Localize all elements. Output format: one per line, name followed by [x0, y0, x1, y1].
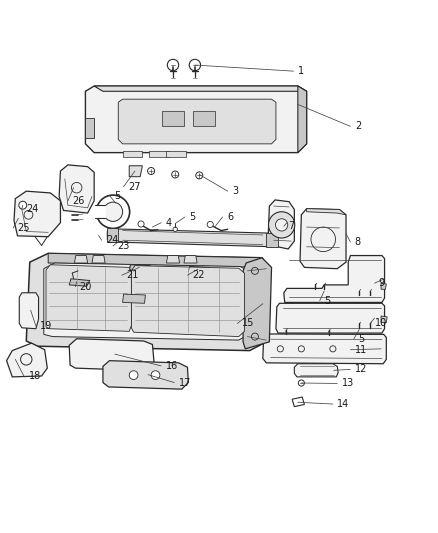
- Text: 18: 18: [28, 372, 41, 382]
- Circle shape: [196, 172, 203, 179]
- Text: 8: 8: [355, 237, 361, 247]
- Polygon shape: [129, 166, 142, 177]
- Polygon shape: [103, 361, 188, 389]
- Text: 24: 24: [106, 235, 118, 245]
- Text: 21: 21: [126, 270, 138, 280]
- Text: 1: 1: [298, 66, 304, 76]
- Circle shape: [103, 202, 123, 221]
- Text: 17: 17: [179, 377, 191, 387]
- Polygon shape: [92, 255, 105, 263]
- Text: 24: 24: [26, 204, 39, 214]
- Polygon shape: [85, 86, 307, 152]
- Polygon shape: [48, 253, 269, 268]
- Polygon shape: [268, 200, 294, 249]
- Polygon shape: [307, 209, 346, 215]
- Circle shape: [298, 380, 304, 386]
- Polygon shape: [381, 316, 387, 322]
- Polygon shape: [19, 293, 39, 329]
- Text: 25: 25: [18, 223, 30, 233]
- Text: 15: 15: [242, 318, 254, 328]
- Circle shape: [207, 221, 213, 228]
- Polygon shape: [131, 265, 244, 336]
- Polygon shape: [14, 191, 60, 237]
- Polygon shape: [300, 209, 346, 269]
- Polygon shape: [123, 151, 142, 157]
- Polygon shape: [298, 86, 307, 152]
- Polygon shape: [166, 151, 186, 157]
- Polygon shape: [74, 255, 88, 263]
- Text: 10: 10: [374, 318, 387, 328]
- Polygon shape: [95, 205, 105, 219]
- Text: 16: 16: [166, 361, 178, 371]
- Text: 7: 7: [288, 221, 294, 231]
- Polygon shape: [276, 303, 385, 333]
- Polygon shape: [107, 228, 118, 243]
- Polygon shape: [162, 111, 184, 126]
- Polygon shape: [94, 86, 307, 91]
- Text: 27: 27: [128, 182, 141, 192]
- Polygon shape: [44, 263, 249, 340]
- Text: 5: 5: [358, 334, 364, 344]
- Polygon shape: [243, 258, 272, 349]
- Polygon shape: [294, 364, 338, 377]
- Polygon shape: [123, 294, 145, 303]
- Circle shape: [138, 221, 144, 227]
- Polygon shape: [7, 343, 47, 377]
- Text: 22: 22: [192, 270, 205, 280]
- Polygon shape: [266, 233, 278, 247]
- Polygon shape: [26, 253, 269, 351]
- Polygon shape: [166, 255, 180, 263]
- Text: 5: 5: [189, 212, 195, 222]
- Text: 9: 9: [379, 278, 385, 288]
- Polygon shape: [381, 283, 386, 289]
- Polygon shape: [129, 265, 150, 271]
- Circle shape: [129, 371, 138, 379]
- Circle shape: [151, 371, 160, 379]
- Circle shape: [189, 59, 201, 71]
- Polygon shape: [188, 266, 209, 273]
- Circle shape: [19, 201, 27, 209]
- Text: 5: 5: [324, 296, 330, 305]
- Polygon shape: [292, 397, 304, 407]
- Polygon shape: [46, 265, 131, 332]
- Circle shape: [276, 219, 288, 231]
- Text: 13: 13: [342, 378, 354, 389]
- Text: 5: 5: [114, 190, 120, 200]
- Text: 4: 4: [166, 217, 172, 228]
- Circle shape: [172, 171, 179, 178]
- Polygon shape: [59, 165, 94, 213]
- Text: 12: 12: [355, 365, 367, 374]
- Circle shape: [268, 212, 295, 238]
- Polygon shape: [263, 334, 386, 364]
- Text: 20: 20: [80, 281, 92, 292]
- Polygon shape: [107, 229, 278, 247]
- Polygon shape: [69, 279, 90, 286]
- Polygon shape: [69, 339, 154, 371]
- Circle shape: [173, 227, 177, 231]
- Text: 11: 11: [355, 345, 367, 355]
- Text: 26: 26: [72, 196, 85, 206]
- Text: 2: 2: [355, 122, 361, 131]
- Polygon shape: [284, 255, 385, 302]
- Text: 3: 3: [232, 186, 238, 196]
- Polygon shape: [193, 111, 215, 126]
- Text: 14: 14: [337, 399, 350, 409]
- Polygon shape: [149, 151, 169, 157]
- Circle shape: [167, 59, 179, 71]
- Polygon shape: [184, 255, 197, 263]
- Text: 23: 23: [117, 241, 130, 251]
- Polygon shape: [85, 118, 94, 138]
- Polygon shape: [118, 99, 276, 144]
- Circle shape: [148, 167, 155, 174]
- Text: 6: 6: [227, 212, 233, 222]
- Text: 19: 19: [40, 321, 53, 331]
